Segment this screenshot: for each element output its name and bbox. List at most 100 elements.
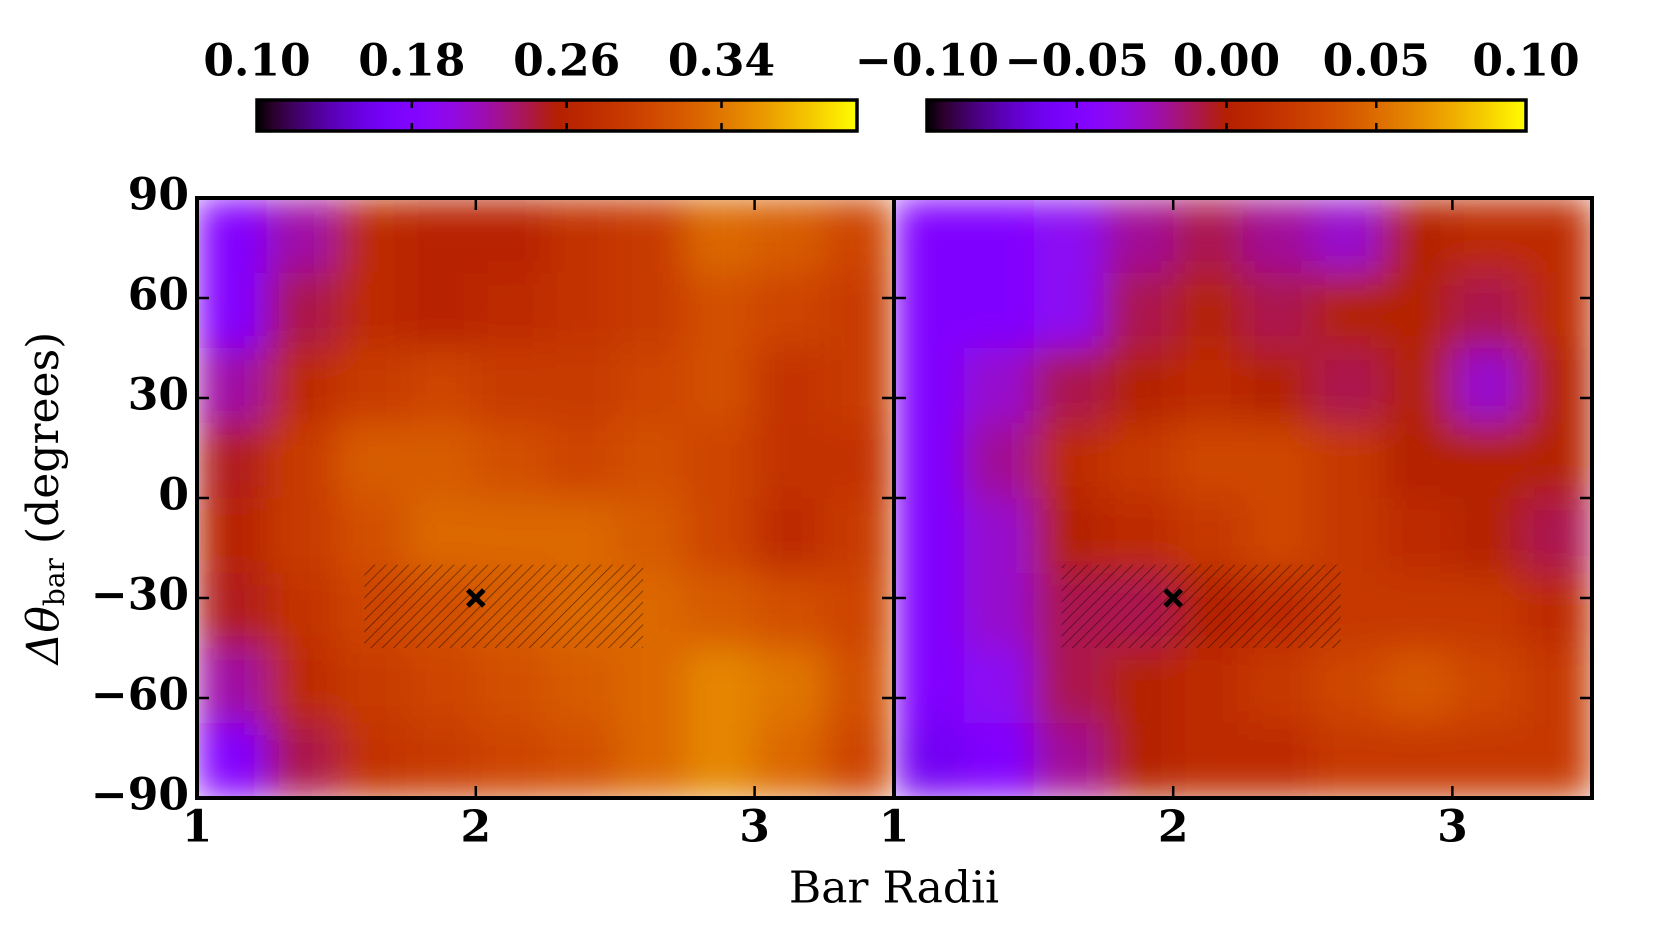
heat-cell: [1382, 273, 1453, 349]
heat-cell: [684, 198, 756, 274]
heat-cell: [684, 648, 756, 724]
heat-cell: [475, 648, 546, 724]
heat-cell: [754, 273, 825, 349]
heat-cell: [475, 198, 546, 274]
y-tick-label: −90: [91, 770, 189, 821]
heat-cell: [1033, 498, 1104, 574]
heat-cell: [545, 648, 616, 724]
heat-cell: [1522, 498, 1592, 574]
heat-cell: [684, 573, 756, 649]
heat-cell: [1173, 498, 1244, 574]
heat-cell: [1382, 423, 1453, 499]
heat-cell: [1312, 423, 1384, 499]
heat-cell: [1033, 648, 1104, 724]
heat-cell: [754, 573, 825, 649]
heat-cell: [1033, 273, 1104, 349]
heat-cell: [406, 423, 477, 499]
hatched-region: [1061, 564, 1341, 648]
heat-cell: [684, 273, 756, 349]
heat-cell: [406, 348, 477, 424]
heat-cell: [1452, 423, 1523, 499]
heat-cell: [1522, 573, 1592, 649]
colorbar-tick-label: 0.26: [513, 36, 620, 87]
colorbar: [255, 98, 859, 133]
heat-cell: [475, 348, 546, 424]
colorbar-tick-label: −0.05: [1005, 36, 1149, 87]
heat-cell: [336, 723, 407, 798]
heat-cell: [1173, 723, 1244, 798]
heat-cell: [266, 198, 337, 274]
hatched-region: [364, 564, 644, 648]
heat-cell: [1103, 198, 1174, 274]
heat-cell: [1452, 573, 1523, 649]
heat-cell: [475, 498, 546, 574]
heat-cell: [1312, 498, 1384, 574]
heat-cell: [475, 273, 546, 349]
heat-cell: [824, 198, 894, 274]
heat-cell: [266, 348, 337, 424]
heat-cell: [824, 348, 894, 424]
colorbar-tick-label: 0.05: [1323, 36, 1430, 87]
heat-cell: [963, 348, 1035, 424]
heat-cell: [1243, 348, 1314, 424]
heat-cell: [615, 198, 686, 274]
heat-cell: [1243, 273, 1314, 349]
y-tick-label: 0: [158, 470, 189, 521]
heat-cell: [1522, 648, 1592, 724]
heat-cell: [1382, 723, 1453, 798]
heat-cell: [1312, 348, 1384, 424]
heat-cell: [894, 198, 965, 274]
heat-cell: [336, 273, 407, 349]
heat-cell: [406, 498, 477, 574]
heat-cell: [1452, 648, 1523, 724]
heat-cell: [1033, 198, 1104, 274]
heat-cell: [197, 348, 268, 424]
heat-cell: [684, 723, 756, 798]
heat-cell: [1452, 723, 1523, 798]
heatmap-cells: [197, 198, 894, 798]
heat-cell: [1452, 348, 1523, 424]
x-tick-label: 1: [182, 802, 213, 853]
heat-cell: [894, 723, 965, 798]
heat-cell: [615, 423, 686, 499]
heat-cell: [1452, 273, 1523, 349]
heat-cell: [963, 723, 1035, 798]
y-axis-label-symbol: Δθ: [18, 606, 69, 666]
heat-cell: [963, 498, 1035, 574]
heat-cell: [754, 423, 825, 499]
heat-cell: [266, 273, 337, 349]
heat-cell: [197, 498, 268, 574]
heat-cell: [1312, 273, 1384, 349]
heat-cell: [1173, 423, 1244, 499]
heat-cell: [963, 198, 1035, 274]
heat-cell: [754, 723, 825, 798]
heat-cell: [615, 498, 686, 574]
x-tick-label: 1: [879, 802, 910, 853]
heat-cell: [615, 648, 686, 724]
heat-cell: [1103, 498, 1174, 574]
heat-cell: [545, 723, 616, 798]
heat-cell: [1382, 573, 1453, 649]
heat-cell: [615, 348, 686, 424]
heat-cell: [1103, 423, 1174, 499]
heat-cell: [1243, 723, 1314, 798]
heat-cell: [894, 273, 965, 349]
heat-cell: [824, 573, 894, 649]
x-tick-label: 3: [1437, 802, 1468, 853]
heat-cell: [1033, 423, 1104, 499]
heat-cell: [1522, 423, 1592, 499]
y-axis-label: Δθbar (degrees): [18, 332, 71, 667]
heat-cell: [197, 273, 268, 349]
heat-cell: [1312, 648, 1384, 724]
heat-cell: [963, 573, 1035, 649]
marker: [466, 588, 486, 608]
x-tick-label: 2: [460, 802, 491, 853]
heat-cell: [1103, 348, 1174, 424]
heat-cell: [1452, 498, 1523, 574]
heatmap-panel: [894, 198, 1592, 798]
plot-frame: [892, 196, 1594, 800]
heat-cell: [406, 648, 477, 724]
y-tick-label: 30: [128, 370, 189, 421]
heat-cell: [824, 423, 894, 499]
heat-cell: [894, 348, 965, 424]
